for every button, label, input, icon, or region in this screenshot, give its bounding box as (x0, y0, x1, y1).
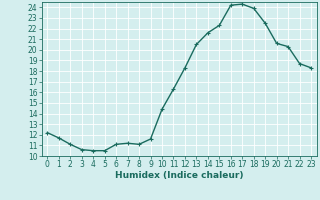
X-axis label: Humidex (Indice chaleur): Humidex (Indice chaleur) (115, 171, 244, 180)
